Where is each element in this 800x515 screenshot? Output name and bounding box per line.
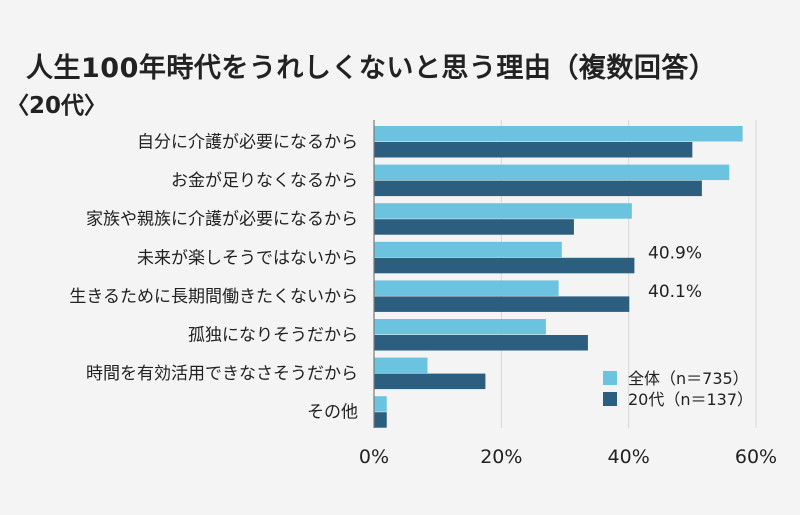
bar [374, 373, 486, 390]
chart-subtitle: 〈20代〉 [6, 93, 108, 119]
bar [374, 257, 635, 274]
category-label: 孤独になりそうだから [188, 326, 358, 346]
bar [374, 203, 632, 219]
category-label: 未来が楽しそうではないから [137, 248, 358, 268]
category-label: 生きるために長期間働きたくないから [69, 287, 358, 307]
category-label: 自分に介護が必要になるから [137, 133, 358, 153]
data-label: 40.1% [648, 282, 702, 302]
legend-label: 全体（n＝735） [628, 369, 749, 388]
legend-label: 20代（n＝137） [628, 390, 753, 409]
legend-swatch [603, 392, 617, 406]
bar [374, 319, 546, 335]
bar [374, 219, 574, 235]
x-tick-label: 0% [359, 446, 389, 468]
bar [374, 126, 743, 142]
data-label: 40.9% [648, 244, 702, 264]
bar [374, 142, 693, 158]
bar [374, 412, 387, 428]
bar [374, 280, 559, 296]
bar [374, 164, 730, 181]
bar [374, 357, 428, 374]
category-label: 家族や親族に介護が必要になるから [86, 210, 358, 230]
chart-title: 人生100年時代をうれしくないと思う理由（複数回答） [26, 53, 717, 84]
category-label: お金が足りなくなるから [171, 171, 358, 191]
category-label: 時間を有効活用できなさそうだから [86, 364, 358, 384]
x-tick-label: 60% [735, 446, 777, 468]
bar [374, 241, 562, 258]
x-tick-label: 20% [480, 446, 522, 468]
bar [374, 180, 702, 197]
legend-swatch [603, 371, 617, 385]
category-label: その他 [307, 403, 358, 423]
bar [374, 296, 630, 312]
x-tick-label: 40% [608, 446, 650, 468]
bar [374, 335, 588, 351]
bar [374, 396, 387, 412]
